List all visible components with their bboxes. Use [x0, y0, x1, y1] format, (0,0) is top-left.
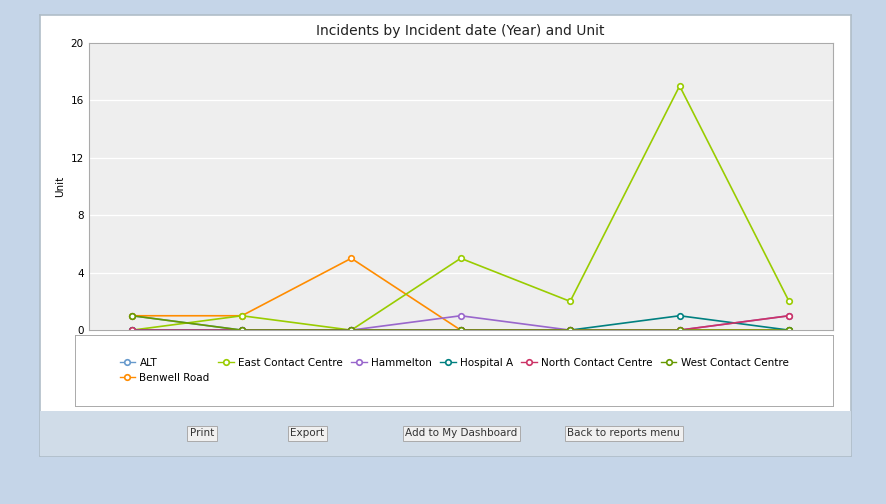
- Text: Print: Print: [190, 428, 214, 438]
- X-axis label: Incident date (Year): Incident date (Year): [409, 366, 512, 376]
- Y-axis label: Unit: Unit: [55, 176, 65, 197]
- Text: Back to reports menu: Back to reports menu: [567, 428, 680, 438]
- Title: Incidents by Incident date (Year) and Unit: Incidents by Incident date (Year) and Un…: [316, 24, 605, 37]
- Text: Add to My Dashboard: Add to My Dashboard: [405, 428, 517, 438]
- Legend: ALT, Benwell Road, East Contact Centre, Hammelton, Hospital A, North Contact Cen: ALT, Benwell Road, East Contact Centre, …: [114, 353, 794, 388]
- Text: Export: Export: [291, 428, 324, 438]
